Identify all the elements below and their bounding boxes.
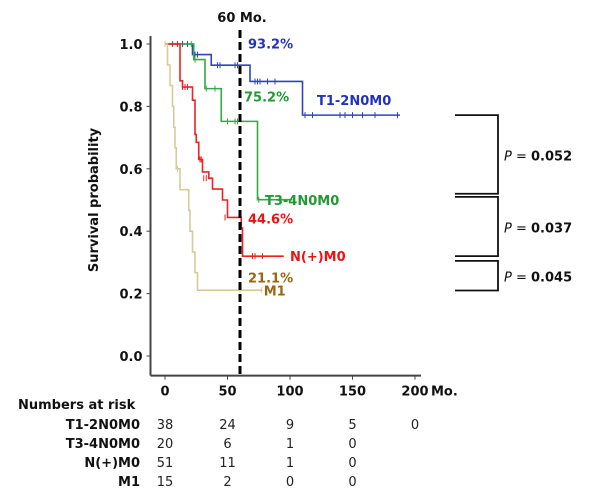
risk-row-label: T1-2N0M0 [66, 418, 140, 433]
risk-count: 0 [286, 475, 294, 490]
risk-count: 51 [157, 456, 174, 471]
p-value: 0.052 [531, 149, 572, 164]
reference-line-label: 60 Mo. [217, 11, 266, 26]
risk-table-title: Numbers at risk [18, 398, 136, 413]
p-symbol: P [504, 149, 512, 164]
survival-step-line [165, 43, 400, 116]
risk-count: 11 [219, 456, 236, 471]
risk-count: 24 [219, 418, 236, 433]
p-value: 0.045 [531, 271, 572, 286]
survival-at-60-label: 21.1% [248, 272, 293, 287]
series-label: T3-4N0M0 [265, 194, 339, 209]
risk-count: 1 [286, 437, 294, 452]
risk-count: 0 [348, 475, 356, 490]
p-value-label: P = 0.045 [504, 271, 572, 286]
risk-row-label: T3-4N0M0 [66, 437, 140, 452]
y-tick-label: 0.2 [119, 288, 142, 303]
survival-at-60-label: 75.2% [244, 91, 289, 106]
survival-at-60-label: 93.2% [248, 38, 293, 53]
p-value-label: P = 0.052 [504, 149, 572, 164]
x-tick-label: 0 [160, 385, 169, 400]
risk-count: 38 [157, 418, 174, 433]
p-bracket [455, 114, 499, 195]
x-tick-label: 200 [401, 385, 428, 400]
equals-sign: = [512, 271, 531, 286]
p-value: 0.037 [531, 222, 572, 237]
series-t1-2n0m0 [165, 41, 400, 119]
y-tick-label: 1.0 [119, 38, 142, 53]
series-t3-4n0m0 [165, 41, 293, 203]
risk-count: 0 [348, 437, 356, 452]
y-axis-label: Survival probability [87, 127, 102, 272]
risk-row-label: N(+)M0 [84, 456, 140, 471]
series-n-m0 [165, 41, 284, 260]
series-m1 [164, 41, 263, 294]
survival-curves [164, 41, 400, 294]
p-bracket [455, 259, 499, 292]
risk-count: 20 [157, 437, 174, 452]
series-label: N(+)M0 [290, 250, 346, 265]
risk-row-label: M1 [118, 475, 140, 490]
axes: 0.0 0.2 0.4 0.6 0.8 1.0 0 50 100 150 200 Mo. Surviva… [87, 36, 458, 400]
survival-step-line [165, 43, 263, 291]
equals-sign: = [512, 222, 531, 237]
y-tick-label: 0.6 [119, 163, 142, 178]
y-tick-label: 0.8 [119, 100, 142, 115]
survival-at-60-label: 44.6% [248, 213, 293, 228]
x-unit-label: Mo. [431, 385, 458, 400]
risk-count: 6 [223, 437, 231, 452]
p-symbol: P [504, 222, 512, 237]
p-value-label: P = 0.037 [504, 222, 572, 237]
x-tick-label: 100 [276, 385, 303, 400]
risk-count: 0 [348, 456, 356, 471]
risk-count: 5 [348, 418, 356, 433]
y-tick-label: 0.4 [119, 225, 142, 240]
risk-count: 0 [411, 418, 419, 433]
annotations: 60 Mo. 93.2% T1-2N0M0 75.2% T3-4N0M0 44.6% N(+… [217, 11, 391, 376]
risk-count: 1 [286, 456, 294, 471]
risk-count: 9 [286, 418, 294, 433]
x-tick-label: 50 [218, 385, 236, 400]
series-label: M1 [264, 284, 286, 299]
p-bracket [455, 195, 499, 258]
equals-sign: = [512, 149, 531, 164]
p-symbol: P [504, 271, 512, 286]
series-label: T1-2N0M0 [317, 94, 391, 109]
y-tick-label: 0.0 [119, 350, 142, 365]
risk-count: 2 [223, 475, 231, 490]
x-tick-label: 150 [339, 385, 366, 400]
survival-step-line [165, 43, 293, 201]
risk-count: 15 [157, 475, 174, 490]
